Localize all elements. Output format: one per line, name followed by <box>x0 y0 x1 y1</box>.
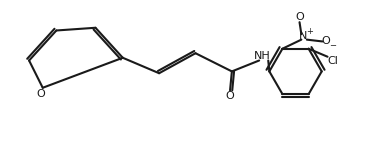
Text: O: O <box>36 89 45 99</box>
Text: +: + <box>306 27 313 36</box>
Text: O: O <box>321 37 330 46</box>
Text: −: − <box>329 41 336 50</box>
Text: N: N <box>299 31 307 41</box>
Text: O: O <box>226 91 235 101</box>
Text: Cl: Cl <box>328 56 339 66</box>
Text: NH: NH <box>254 51 271 61</box>
Text: O: O <box>295 12 304 22</box>
